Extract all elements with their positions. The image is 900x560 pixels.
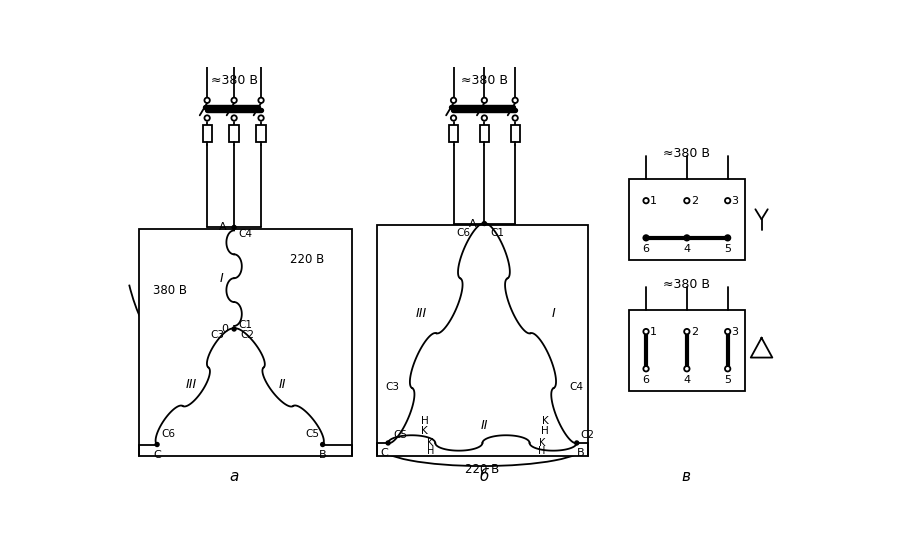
Text: 380 В: 380 В xyxy=(153,284,187,297)
Circle shape xyxy=(231,115,237,121)
Text: 6: 6 xyxy=(643,244,650,254)
Circle shape xyxy=(385,440,391,446)
Text: H: H xyxy=(427,446,434,456)
Text: 4: 4 xyxy=(683,244,690,254)
Text: в: в xyxy=(681,469,690,484)
Text: C4: C4 xyxy=(238,228,252,239)
Bar xyxy=(376,225,589,456)
Text: C6: C6 xyxy=(456,228,471,238)
Circle shape xyxy=(155,442,160,447)
Circle shape xyxy=(685,236,689,240)
Circle shape xyxy=(725,235,731,241)
Text: II: II xyxy=(481,419,488,432)
Text: б: б xyxy=(480,469,489,484)
Circle shape xyxy=(231,326,237,332)
Text: III: III xyxy=(416,307,427,320)
Circle shape xyxy=(512,115,517,121)
Text: I: I xyxy=(552,307,555,320)
Text: II: II xyxy=(279,378,286,391)
Circle shape xyxy=(258,97,264,103)
Bar xyxy=(480,125,489,142)
Text: ≈380 В: ≈380 В xyxy=(461,74,508,87)
Text: C3: C3 xyxy=(386,382,400,392)
Bar xyxy=(140,229,352,456)
Text: ≈380 В: ≈380 В xyxy=(211,74,257,87)
Circle shape xyxy=(204,97,210,103)
Bar xyxy=(230,125,238,142)
Circle shape xyxy=(231,97,237,103)
Bar xyxy=(510,125,520,142)
Circle shape xyxy=(482,221,487,226)
Text: I: I xyxy=(220,272,223,284)
Text: K: K xyxy=(539,438,545,448)
Text: A: A xyxy=(469,218,477,228)
Text: C: C xyxy=(153,450,161,460)
Text: 4: 4 xyxy=(683,375,690,385)
Text: C2: C2 xyxy=(580,430,595,440)
Text: C1: C1 xyxy=(491,228,505,238)
Text: ≈380 В: ≈380 В xyxy=(663,147,710,160)
Circle shape xyxy=(644,235,649,241)
Circle shape xyxy=(725,329,731,334)
Text: B: B xyxy=(577,448,584,458)
Text: K: K xyxy=(428,438,434,448)
Text: 6: 6 xyxy=(643,375,650,385)
Text: K: K xyxy=(542,417,548,426)
Text: 1: 1 xyxy=(650,195,657,206)
Text: C6: C6 xyxy=(162,430,176,440)
Text: 5: 5 xyxy=(724,244,731,254)
Text: C: C xyxy=(381,448,388,458)
Circle shape xyxy=(644,198,649,203)
Text: A: A xyxy=(219,222,227,232)
Circle shape xyxy=(644,329,649,334)
Circle shape xyxy=(725,366,731,371)
Bar xyxy=(256,125,266,142)
Circle shape xyxy=(644,236,648,240)
Text: H: H xyxy=(421,417,429,426)
Text: H: H xyxy=(538,446,545,456)
Text: ≈380 В: ≈380 В xyxy=(663,278,710,291)
Text: C2: C2 xyxy=(240,330,255,340)
Circle shape xyxy=(258,115,264,121)
Circle shape xyxy=(684,235,689,241)
Text: C5: C5 xyxy=(306,430,319,440)
Text: III: III xyxy=(186,378,197,391)
Text: C1: C1 xyxy=(238,320,252,330)
Bar xyxy=(449,125,458,142)
Circle shape xyxy=(725,236,730,240)
Circle shape xyxy=(684,329,689,334)
Circle shape xyxy=(320,442,325,447)
Text: 1: 1 xyxy=(650,326,657,337)
Text: 220 В: 220 В xyxy=(465,464,500,477)
Circle shape xyxy=(574,440,580,446)
Text: C4: C4 xyxy=(569,382,583,392)
Circle shape xyxy=(204,115,210,121)
Circle shape xyxy=(231,225,237,230)
Bar xyxy=(202,125,211,142)
Text: 3: 3 xyxy=(732,326,739,337)
Circle shape xyxy=(512,97,517,103)
Text: C3: C3 xyxy=(211,330,225,340)
Text: B: B xyxy=(319,450,327,460)
Circle shape xyxy=(451,115,456,121)
Circle shape xyxy=(451,97,456,103)
Bar xyxy=(629,310,744,391)
Text: 2: 2 xyxy=(690,195,698,206)
Circle shape xyxy=(684,198,689,203)
Text: K: K xyxy=(421,426,428,436)
Text: H: H xyxy=(541,426,548,436)
Circle shape xyxy=(482,97,487,103)
Circle shape xyxy=(725,198,731,203)
Circle shape xyxy=(482,115,487,121)
Text: а: а xyxy=(230,469,238,484)
Text: 3: 3 xyxy=(732,195,739,206)
Text: 220 В: 220 В xyxy=(290,253,324,266)
Text: 2: 2 xyxy=(690,326,698,337)
Text: 5: 5 xyxy=(724,375,731,385)
Bar xyxy=(629,179,744,260)
Text: 0: 0 xyxy=(221,324,229,334)
Circle shape xyxy=(644,366,649,371)
Text: C5: C5 xyxy=(393,430,408,440)
Circle shape xyxy=(684,366,689,371)
